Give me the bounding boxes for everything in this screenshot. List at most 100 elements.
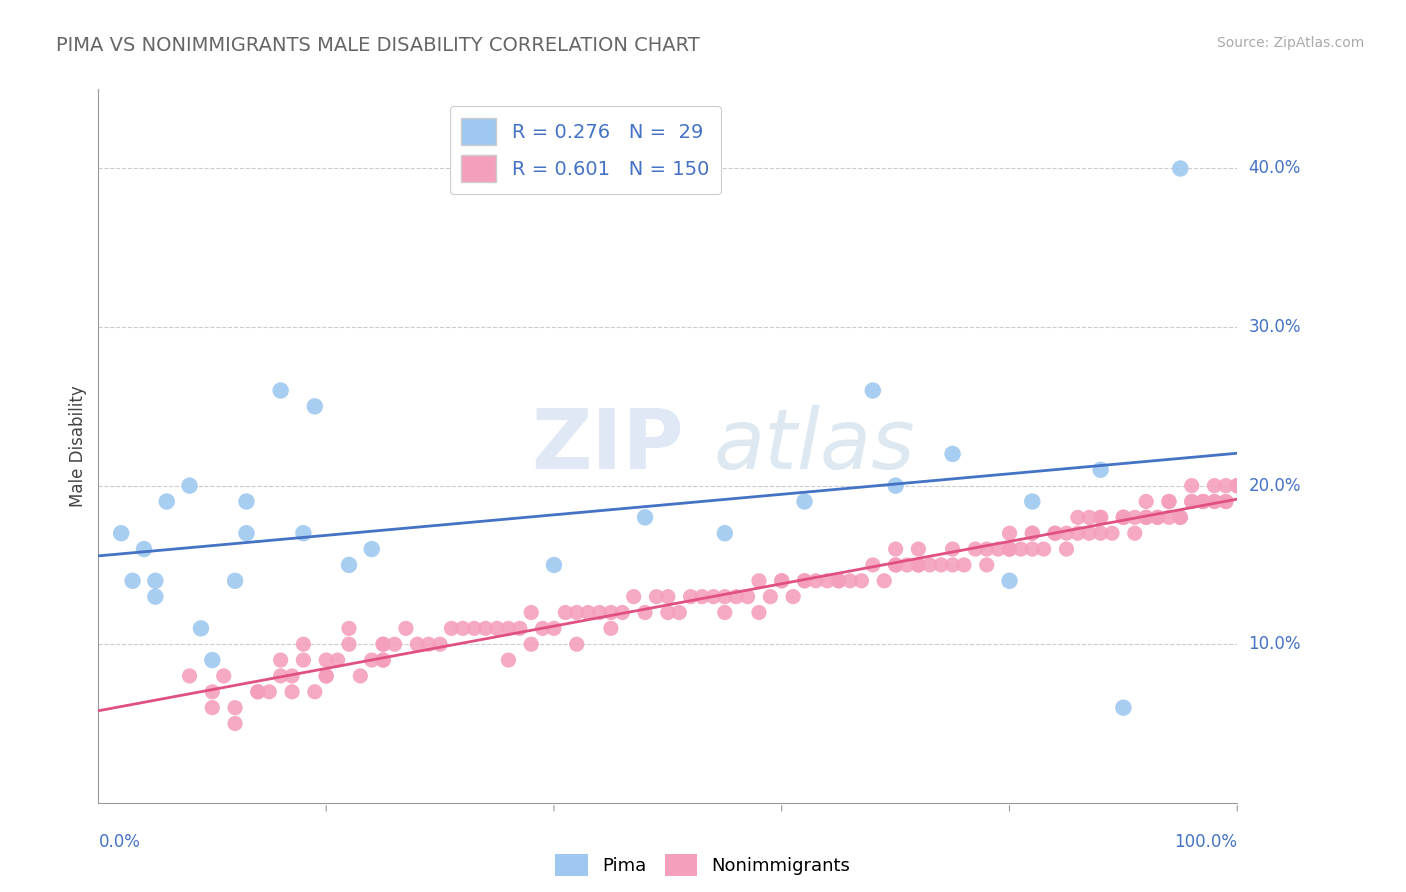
Point: [1135, 510, 1157, 524]
Point: [1204, 494, 1226, 508]
Point: [110, 526, 132, 541]
Point: [998, 542, 1021, 557]
Point: [224, 574, 246, 588]
Point: [657, 590, 679, 604]
Point: [509, 621, 531, 635]
Point: [804, 574, 827, 588]
Point: [1090, 510, 1112, 524]
Point: [929, 558, 952, 572]
Point: [1078, 526, 1101, 541]
Point: [337, 558, 360, 572]
Point: [179, 669, 201, 683]
Point: [1226, 478, 1249, 492]
Point: [201, 653, 224, 667]
Point: [1170, 161, 1192, 176]
Point: [1021, 494, 1043, 508]
Point: [281, 685, 304, 699]
Point: [1067, 510, 1090, 524]
Point: [235, 494, 257, 508]
Point: [1215, 494, 1237, 508]
Text: Source: ZipAtlas.com: Source: ZipAtlas.com: [1216, 36, 1364, 50]
Point: [1112, 510, 1135, 524]
Point: [1181, 478, 1204, 492]
Point: [907, 542, 929, 557]
Point: [1056, 526, 1078, 541]
Point: [793, 574, 815, 588]
Point: [793, 574, 815, 588]
Point: [360, 653, 382, 667]
Point: [463, 621, 485, 635]
Point: [862, 558, 884, 572]
Point: [884, 478, 907, 492]
Point: [702, 590, 724, 604]
Point: [976, 542, 998, 557]
Point: [212, 669, 235, 683]
Point: [828, 574, 851, 588]
Point: [201, 700, 224, 714]
Point: [360, 542, 382, 557]
Point: [315, 653, 337, 667]
Text: 20.0%: 20.0%: [1249, 476, 1301, 495]
Point: [520, 606, 543, 620]
Point: [1101, 526, 1123, 541]
Point: [588, 606, 610, 620]
Point: [1204, 478, 1226, 492]
Point: [543, 621, 565, 635]
Point: [304, 400, 326, 414]
Point: [862, 384, 884, 398]
Point: [451, 621, 474, 635]
Point: [668, 606, 690, 620]
Point: [1192, 494, 1215, 508]
Point: [884, 558, 907, 572]
Point: [612, 606, 634, 620]
Point: [748, 574, 770, 588]
Point: [690, 590, 713, 604]
Point: [884, 558, 907, 572]
Point: [782, 590, 804, 604]
Point: [337, 621, 360, 635]
Point: [645, 590, 668, 604]
Point: [1226, 478, 1249, 492]
Point: [224, 716, 246, 731]
Text: 0.0%: 0.0%: [98, 833, 141, 851]
Point: [759, 590, 782, 604]
Legend: R = 0.276   N =  29, R = 0.601   N = 150: R = 0.276 N = 29, R = 0.601 N = 150: [450, 106, 721, 194]
Text: 30.0%: 30.0%: [1249, 318, 1301, 336]
Point: [987, 542, 1010, 557]
Point: [657, 606, 679, 620]
Point: [371, 637, 394, 651]
Point: [565, 637, 588, 651]
Point: [998, 526, 1021, 541]
Point: [337, 637, 360, 651]
Point: [828, 574, 851, 588]
Point: [600, 606, 623, 620]
Point: [953, 558, 976, 572]
Point: [371, 653, 394, 667]
Point: [384, 637, 406, 651]
Point: [1067, 526, 1090, 541]
Point: [1146, 510, 1168, 524]
Point: [884, 542, 907, 557]
Point: [725, 590, 748, 604]
Point: [531, 621, 554, 635]
Point: [246, 685, 269, 699]
Point: [679, 590, 702, 604]
Point: [304, 685, 326, 699]
Point: [634, 510, 657, 524]
Point: [486, 621, 509, 635]
Point: [315, 669, 337, 683]
Point: [851, 574, 873, 588]
Point: [1032, 542, 1054, 557]
Point: [190, 621, 212, 635]
Point: [224, 700, 246, 714]
Point: [1170, 510, 1192, 524]
Point: [770, 574, 793, 588]
Point: [1192, 494, 1215, 508]
Point: [714, 590, 737, 604]
Point: [145, 590, 167, 604]
Point: [907, 558, 929, 572]
Point: [1170, 510, 1192, 524]
Point: [600, 621, 623, 635]
Text: PIMA VS NONIMMIGRANTS MALE DISABILITY CORRELATION CHART: PIMA VS NONIMMIGRANTS MALE DISABILITY CO…: [56, 36, 700, 54]
Point: [1112, 700, 1135, 714]
